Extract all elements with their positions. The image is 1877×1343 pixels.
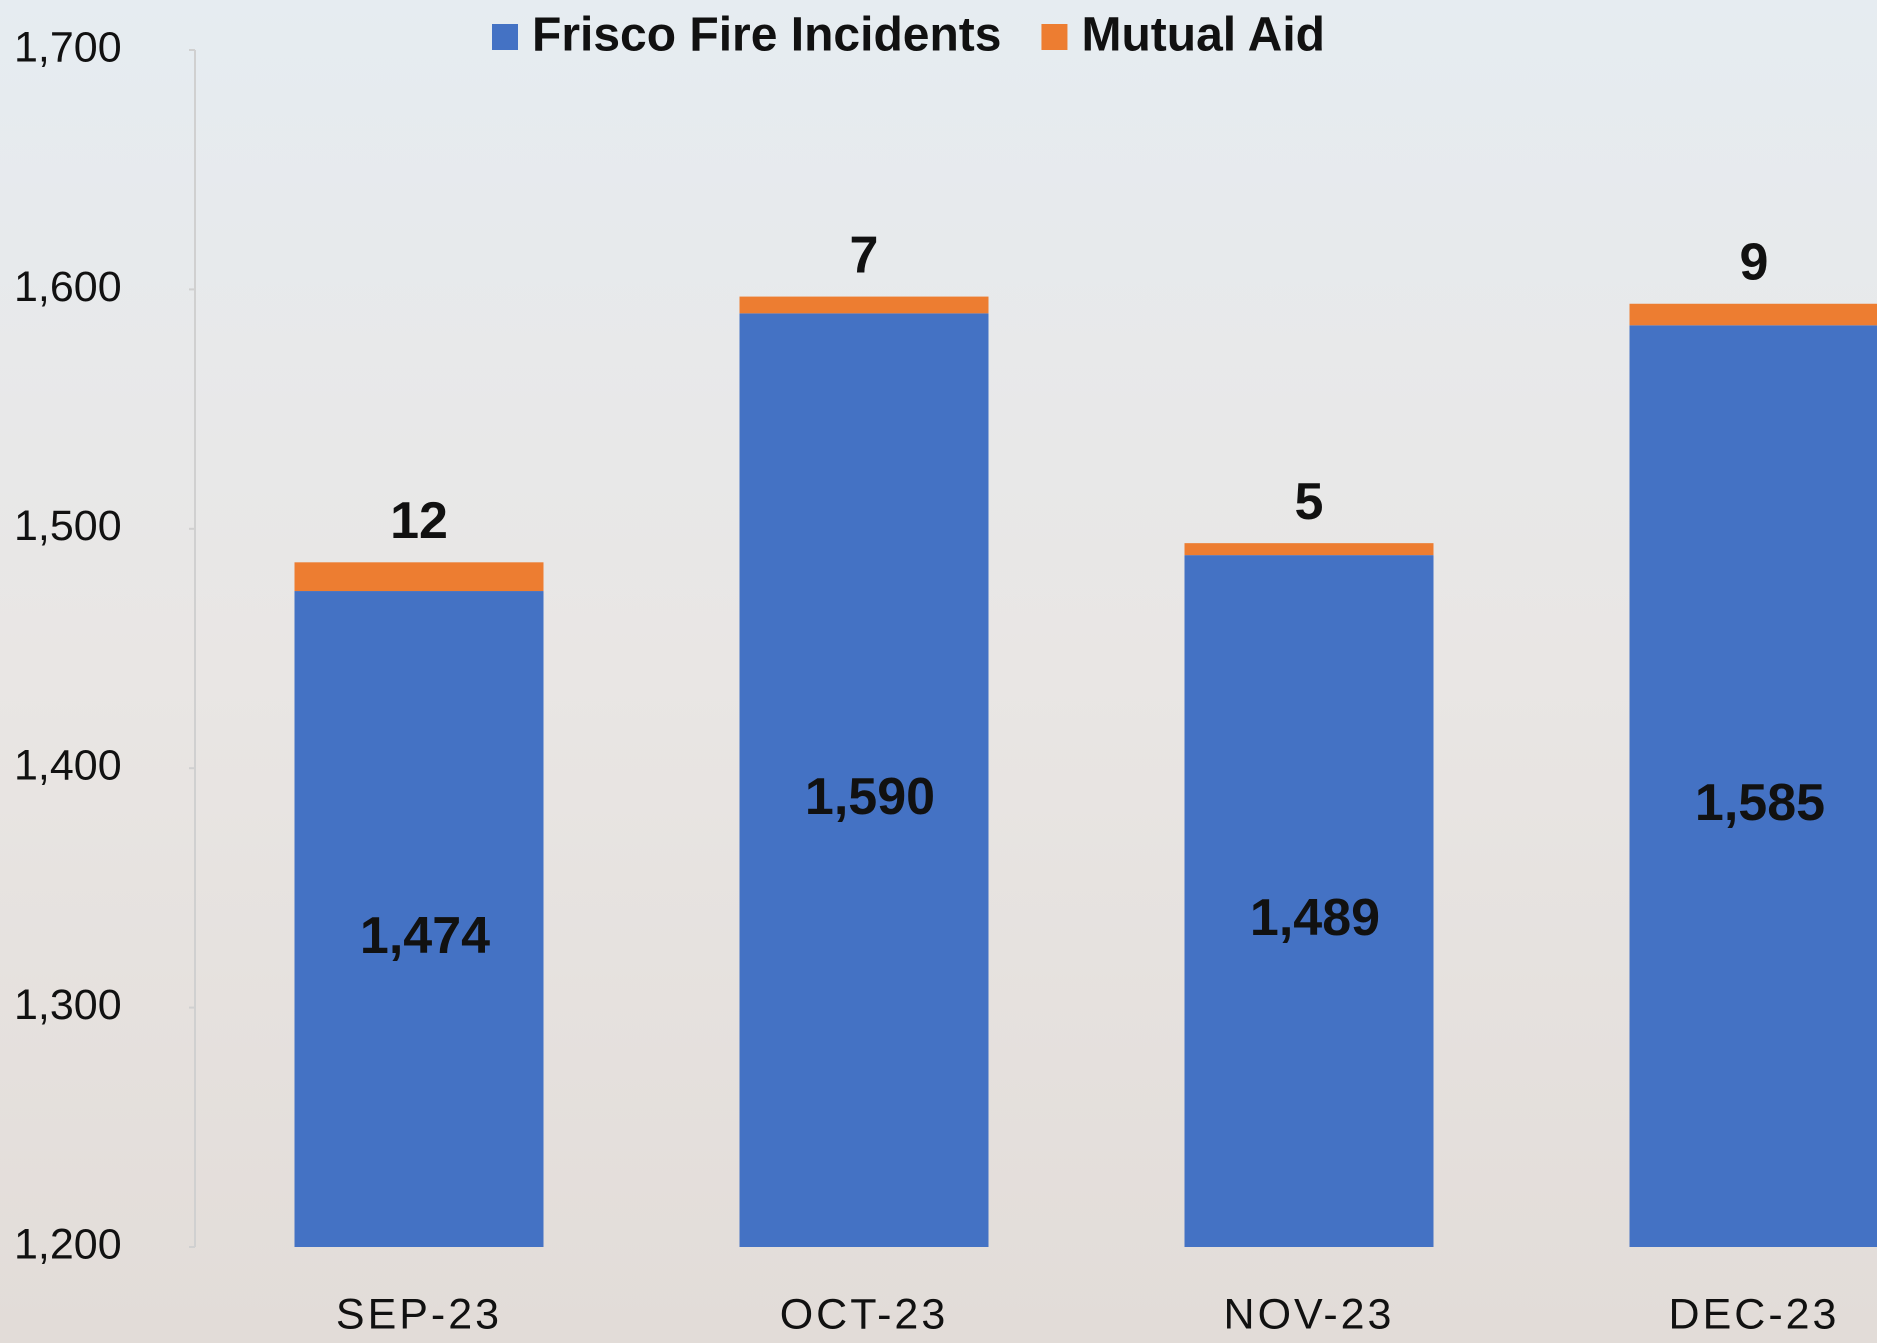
x-tick-label: DEC-23	[1669, 1290, 1840, 1338]
bar-segment	[739, 313, 989, 1248]
value-label: 5	[1295, 473, 1324, 531]
y-tick-label: 1,300	[14, 981, 122, 1029]
value-label: 7	[850, 226, 879, 284]
bar-segment	[1629, 303, 1877, 326]
bar-segment	[1629, 325, 1877, 1247]
x-tick-label: SEP-23	[336, 1290, 502, 1338]
value-label: 1,590	[805, 768, 935, 826]
value-label: 1,474	[360, 907, 490, 965]
value-label: 1,489	[1250, 889, 1380, 947]
y-tick-label: 1,200	[14, 1220, 122, 1268]
value-label: 1,585	[1695, 774, 1825, 832]
y-tick-label: 1,600	[14, 263, 122, 311]
bar-segment	[739, 296, 989, 314]
y-tick-label: 1,700	[14, 23, 122, 71]
bar-segment	[1184, 543, 1434, 556]
legend-swatch	[1041, 24, 1068, 50]
legend-label: Mutual Aid	[1081, 9, 1325, 62]
value-label: 9	[1740, 233, 1769, 291]
bar-segment	[1184, 555, 1434, 1247]
legend-label: Frisco Fire Incidents	[532, 9, 1001, 62]
x-tick-label: OCT-23	[780, 1290, 949, 1338]
bar-segment	[294, 562, 544, 592]
value-label: 12	[390, 492, 448, 550]
legend-swatch	[492, 24, 518, 50]
y-tick-label: 1,500	[14, 502, 122, 550]
y-tick-label: 1,400	[14, 742, 122, 790]
x-tick-label: NOV-23	[1224, 1290, 1395, 1338]
bar-segment	[294, 591, 544, 1247]
